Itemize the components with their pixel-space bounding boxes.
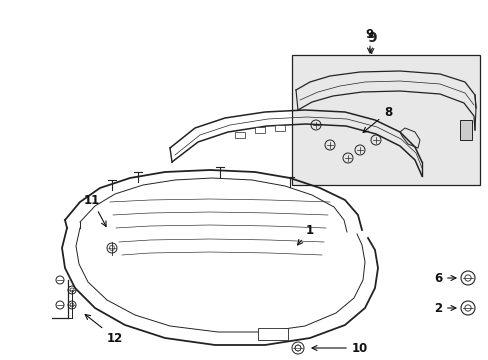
Bar — [258, 328, 287, 340]
Bar — [459, 120, 471, 140]
Bar — [235, 132, 244, 138]
Text: 5: 5 — [0, 359, 1, 360]
Bar — [274, 125, 285, 131]
Text: 10: 10 — [311, 342, 367, 355]
Text: 2: 2 — [433, 302, 455, 315]
Text: 4: 4 — [0, 359, 1, 360]
Text: 6: 6 — [433, 271, 455, 284]
Text: 9: 9 — [365, 27, 373, 53]
Text: 3: 3 — [0, 359, 1, 360]
Text: 7: 7 — [0, 359, 1, 360]
Text: 9: 9 — [366, 31, 376, 45]
Text: 11: 11 — [84, 194, 106, 226]
Text: 12: 12 — [85, 315, 123, 345]
Bar — [254, 127, 264, 133]
Text: 8: 8 — [363, 105, 391, 132]
Bar — [291, 55, 479, 185]
Text: 1: 1 — [297, 224, 313, 245]
